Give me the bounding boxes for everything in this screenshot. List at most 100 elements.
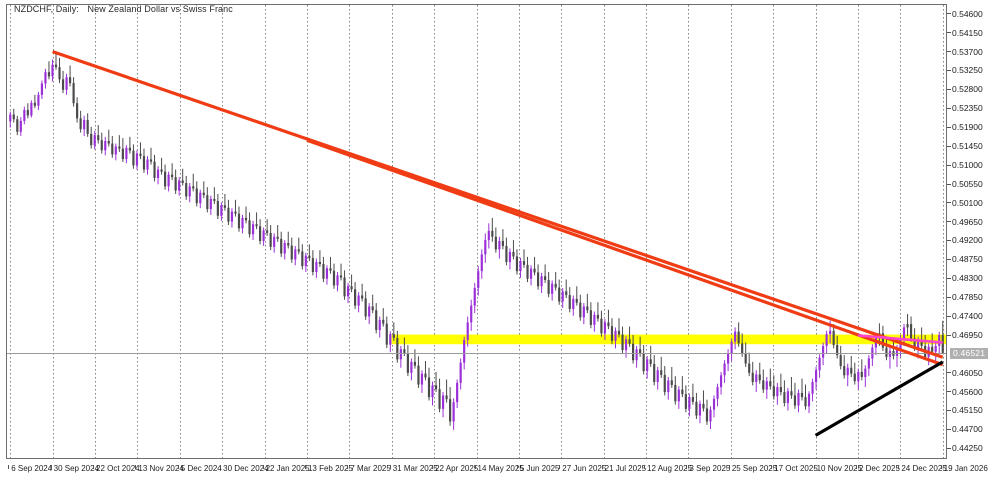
- price-tick-label: 0.53700: [952, 46, 983, 57]
- tick-dash-icon: [855, 465, 857, 469]
- date-tick: 22 Jan 2025: [262, 464, 310, 473]
- price-tick-label: 0.54600: [952, 8, 983, 19]
- date-tick-label: 3 Sep 2025: [689, 464, 731, 473]
- tick-dash-icon: [947, 277, 951, 279]
- date-tick: 14 May 2025: [474, 464, 524, 473]
- price-tick-label: 0.44250: [952, 443, 983, 454]
- date-tick-label: 21 Jul 2025: [604, 464, 647, 473]
- price-tick-label: 0.51900: [952, 122, 983, 133]
- price-tick: 0.53700: [947, 47, 983, 58]
- date-tick-label: 30 Dec 2024: [223, 464, 269, 473]
- tick-dash-icon: [947, 296, 951, 298]
- price-tick: 0.45150: [947, 405, 983, 416]
- date-tick: 21 Jul 2025: [601, 464, 647, 473]
- tick-dash-icon: [947, 32, 951, 34]
- tick-dash-icon: [947, 448, 951, 449]
- tick-dash-icon: [93, 465, 95, 469]
- date-tick-label: 24 Dec 2025: [901, 464, 947, 473]
- tick-dash-icon: [947, 391, 951, 393]
- date-tick-label: 5 Jun 2025: [519, 464, 560, 473]
- tick-dash-icon: [947, 164, 951, 166]
- date-tick-label: 22 Apr 2025: [435, 464, 479, 473]
- tick-dash-icon: [8, 465, 10, 469]
- tick-dash-icon: [347, 465, 349, 469]
- tick-dash-icon: [516, 465, 518, 469]
- date-tick: 7 Mar 2025: [347, 464, 391, 473]
- date-tick-label: 31 Mar 2025: [392, 464, 438, 473]
- date-tick-label: 5 Dec 2024: [180, 464, 222, 473]
- date-tick-label: 13 Feb 2025: [307, 464, 353, 473]
- price-tick-label: 0.53250: [952, 65, 983, 76]
- price-tick: 0.51000: [947, 160, 983, 171]
- date-axis[interactable]: 6 Sep 2024 30 Sep 2024 22 Oct 2024 13 Nov 2…: [0, 461, 1000, 481]
- date-tick-label: 22 Oct 2024: [96, 464, 140, 473]
- price-tick: 0.44250: [947, 443, 983, 454]
- tick-dash-icon: [389, 465, 391, 469]
- price-tick-label: 0.48750: [952, 254, 983, 265]
- price-tick: 0.51450: [947, 141, 983, 152]
- price-tick: 0.52350: [947, 103, 983, 114]
- date-tick: 10 Nov 2025: [813, 464, 862, 473]
- tick-dash-icon: [947, 183, 951, 185]
- tick-dash-icon: [644, 465, 646, 469]
- price-tick-label: 0.45150: [952, 405, 983, 416]
- date-tick: 31 Mar 2025: [389, 464, 438, 473]
- price-tick-label: 0.51000: [952, 159, 983, 170]
- date-tick: 27 Jun 2025: [559, 464, 606, 473]
- price-tick: 0.53250: [947, 65, 983, 76]
- date-tick: 19 Jan 2026: [940, 464, 988, 473]
- tick-dash-icon: [947, 51, 951, 53]
- price-tick: 0.46050: [947, 368, 983, 379]
- price-tick: 0.54150: [947, 28, 983, 39]
- chart-symbol-title: NZDCHF, Daily: New Zealand Dollar vs Swi…: [14, 4, 233, 14]
- tick-dash-icon: [177, 465, 179, 469]
- tick-dash-icon: [947, 221, 951, 223]
- date-tick: 13 Feb 2025: [304, 464, 353, 473]
- price-tick: 0.51900: [947, 122, 983, 133]
- date-tick: 5 Dec 2024: [177, 464, 222, 473]
- date-tick-label: 13 Nov 2024: [138, 464, 184, 473]
- tick-dash-icon: [947, 70, 951, 72]
- date-tick: 6 Sep 2024: [8, 464, 52, 473]
- date-tick: 25 Sep 2025: [728, 464, 777, 473]
- tick-dash-icon: [771, 465, 773, 469]
- tick-dash-icon: [947, 315, 951, 317]
- price-tick: 0.47400: [947, 311, 983, 322]
- tick-dash-icon: [947, 126, 951, 128]
- date-tick-label: 30 Sep 2024: [53, 464, 100, 473]
- tick-dash-icon: [947, 13, 951, 15]
- tick-dash-icon: [686, 465, 688, 469]
- support-zone-layer: [391, 334, 946, 345]
- tick-dash-icon: [474, 465, 476, 469]
- price-tick: 0.44700: [947, 424, 983, 435]
- date-tick: 30 Dec 2024: [220, 464, 269, 473]
- tick-dash-icon: [947, 259, 951, 261]
- tick-dash-icon: [601, 465, 603, 469]
- price-tick-label: 0.48300: [952, 273, 983, 284]
- price-tick-label: 0.47850: [952, 292, 983, 303]
- tick-dash-icon: [813, 465, 815, 469]
- tick-dash-icon: [262, 465, 264, 469]
- chart-canvas[interactable]: [7, 5, 946, 458]
- price-axis[interactable]: 0.54600 0.54150 0.53700 0.53250 0.52800 0.523…: [947, 4, 1000, 459]
- price-tick: 0.48750: [947, 254, 983, 265]
- tick-dash-icon: [898, 465, 900, 469]
- tick-dash-icon: [432, 465, 434, 469]
- date-tick: 13 Nov 2024: [135, 464, 184, 473]
- current-price-tag: 0.46521: [950, 347, 989, 359]
- chart-plot-area[interactable]: [6, 4, 947, 459]
- tick-dash-icon: [559, 465, 561, 469]
- tick-dash-icon: [947, 202, 951, 204]
- price-tick-label: 0.49200: [952, 235, 983, 246]
- date-tick-label: 2 Dec 2025: [858, 464, 900, 473]
- date-tick: 22 Apr 2025: [432, 464, 478, 473]
- date-tick-label: 17 Oct 2025: [774, 464, 818, 473]
- price-tick-label: 0.54150: [952, 27, 983, 38]
- tick-dash-icon: [728, 465, 730, 469]
- price-tick: 0.49650: [947, 217, 983, 228]
- tick-dash-icon: [947, 240, 951, 242]
- trendline-layer[interactable]: [52, 50, 944, 437]
- price-tick-label: 0.49650: [952, 216, 983, 227]
- price-tick: 0.47850: [947, 292, 983, 303]
